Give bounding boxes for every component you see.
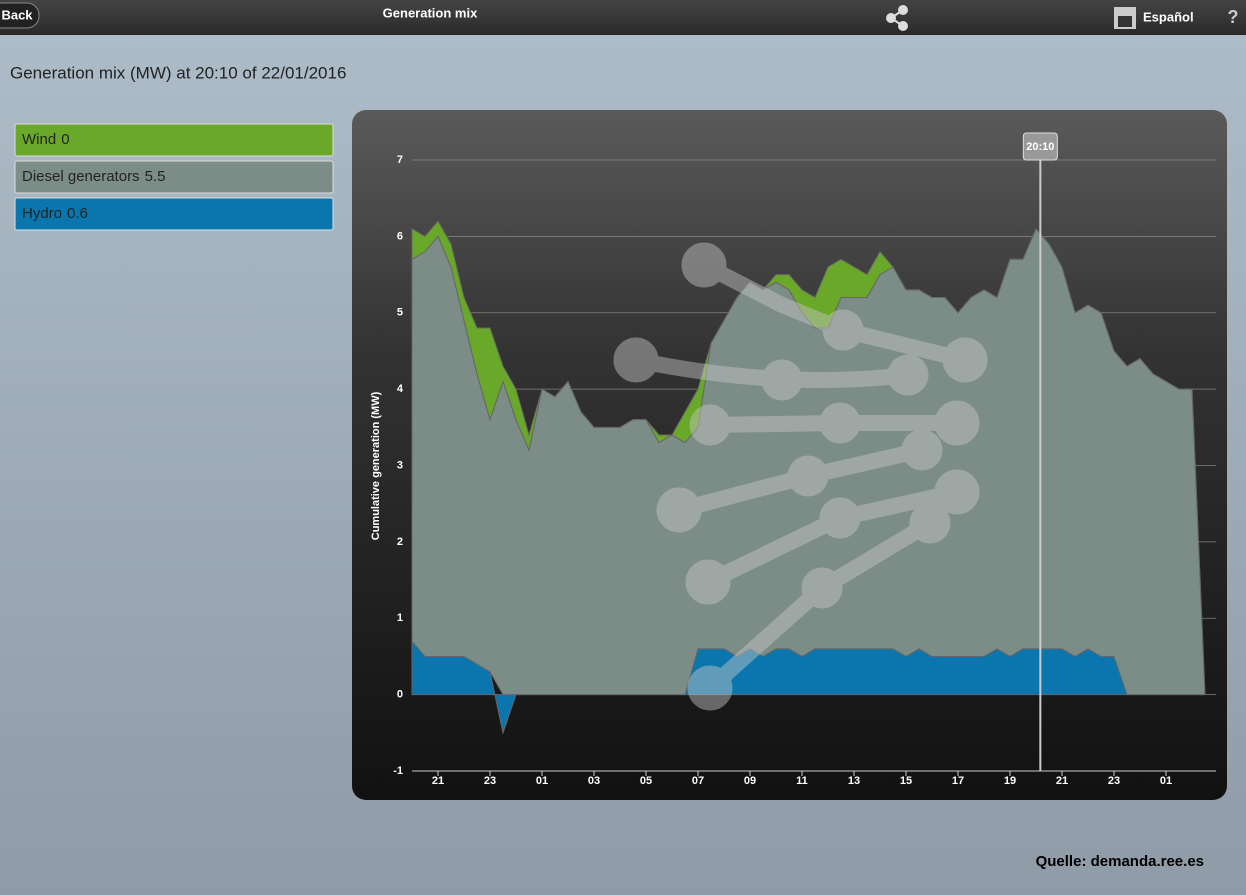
y-tick-label: 6 xyxy=(397,230,403,242)
x-tick-label: 01 xyxy=(536,775,548,787)
y-tick-label: 3 xyxy=(397,459,403,471)
x-tick-label: 11 xyxy=(796,775,808,787)
x-tick-label: 21 xyxy=(1056,775,1068,787)
back-button[interactable] xyxy=(0,2,40,29)
language-button[interactable]: Español xyxy=(1143,9,1194,24)
touch-hint xyxy=(613,242,988,711)
legend-value: 5.5 xyxy=(145,168,166,185)
y-axis-label: Cumulative generation (MW) xyxy=(370,391,382,540)
legend-value: 0.6 xyxy=(67,205,88,222)
area xyxy=(411,220,1206,695)
y-tick-label: 5 xyxy=(397,307,403,319)
x-tick-label: 07 xyxy=(692,775,704,787)
cursor-label: 20:10 xyxy=(1026,141,1054,153)
subtitle: Generation mix (MW) at 20:10 of 22/01/20… xyxy=(10,63,346,82)
x-tick-label: 05 xyxy=(640,775,652,787)
y-tick-label: 4 xyxy=(397,383,404,395)
x-tick-label: 21 xyxy=(432,775,444,787)
legend-item[interactable] xyxy=(14,123,334,157)
top-bar xyxy=(0,0,1246,35)
back-label[interactable]: Back xyxy=(1,7,33,22)
legend-name: Diesel generators xyxy=(22,168,140,185)
save-icon[interactable] xyxy=(1114,7,1136,29)
x-tick-label: 09 xyxy=(744,775,756,787)
legend-item[interactable] xyxy=(14,160,334,194)
x-tick-label: 23 xyxy=(484,775,496,787)
x-tick-label: 15 xyxy=(900,775,912,787)
x-tick-label: 13 xyxy=(848,775,860,787)
y-tick-label: 7 xyxy=(397,154,403,166)
legend: Wind 0 Diesel generators 5.5 Hydro 0.6 xyxy=(14,123,334,231)
y-tick-label: 2 xyxy=(397,536,403,548)
x-tick-label: 01 xyxy=(1160,775,1172,787)
y-tick-label: -1 xyxy=(393,765,403,777)
x-tick-label: 19 xyxy=(1004,775,1016,787)
legend-name: Wind xyxy=(22,131,56,148)
share-icon[interactable] xyxy=(886,5,908,31)
legend-value: 0 xyxy=(61,131,69,148)
x-tick-label: 23 xyxy=(1108,775,1120,787)
y-tick-label: 0 xyxy=(397,689,403,701)
help-button[interactable]: ? xyxy=(1228,7,1239,27)
x-tick-label: 17 xyxy=(952,775,964,787)
legend-item[interactable] xyxy=(14,197,334,231)
cursor-box xyxy=(1022,132,1058,161)
legend-name: Hydro xyxy=(22,205,62,222)
page-title: Generation mix xyxy=(383,5,478,20)
y-tick-label: 1 xyxy=(397,612,403,624)
source: Quelle: demanda.ree.es xyxy=(1036,853,1204,870)
x-tick-label: 03 xyxy=(588,775,600,787)
